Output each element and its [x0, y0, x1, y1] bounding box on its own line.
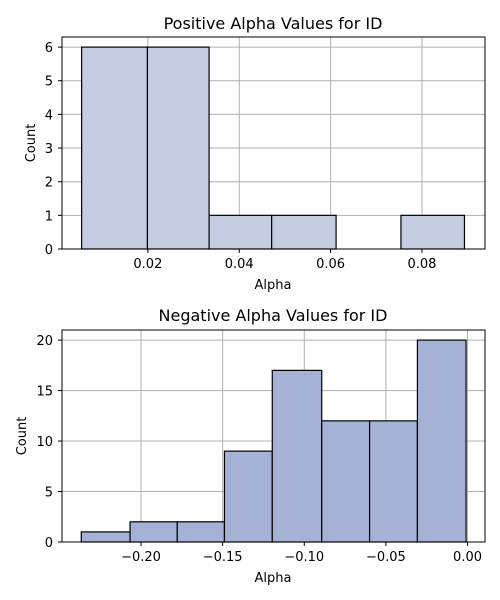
x-axis-label: Alpha — [255, 278, 292, 293]
histogram-bar — [208, 214, 273, 250]
plot-frame — [61, 329, 486, 543]
x-tick-label: −0.15 — [203, 550, 243, 565]
y-tick-label: 4 — [45, 108, 53, 123]
x-tick-label: 0.02 — [133, 257, 162, 272]
x-tick-label: −0.20 — [121, 550, 161, 565]
chart-title: Negative Alpha Values for ID — [159, 306, 388, 325]
histogram-bar — [271, 214, 337, 250]
histogram-bars — [80, 339, 467, 543]
histogram-bar — [416, 339, 467, 543]
x-tick-label: −0.05 — [366, 550, 406, 565]
y-tick-label: 10 — [36, 435, 53, 450]
y-tick-label: 5 — [45, 486, 53, 501]
x-axis-ticks: −0.20 −0.15 −0.10 −0.05 0.00 — [121, 542, 482, 565]
y-tick-label: 1 — [45, 209, 53, 224]
x-tick-label: 0.04 — [225, 257, 254, 272]
histogram-bar — [176, 521, 226, 543]
negative-alpha-histogram: Negative Alpha Values for ID −0.20 −0.15−… — [15, 306, 486, 586]
plot-frame — [61, 36, 486, 250]
histogram-bar — [271, 369, 323, 543]
histogram-bar — [400, 214, 466, 250]
histogram-bar — [129, 521, 178, 543]
chart-title: Positive Alpha Values for ID — [164, 14, 383, 33]
y-axis-ticks: 0 1 2 3 4 5 6 — [45, 41, 62, 258]
x-tick-label: 0.00 — [453, 550, 482, 565]
y-tick-label: 6 — [45, 41, 53, 56]
histogram-bar — [223, 450, 273, 543]
y-tick-label: 2 — [45, 176, 53, 191]
y-tick-label: 0 — [45, 536, 53, 551]
histogram-bar — [321, 420, 371, 543]
x-axis-label: Alpha — [255, 571, 292, 586]
y-axis-label: Count — [15, 417, 30, 456]
y-tick-label: 0 — [45, 243, 53, 258]
y-tick-label: 20 — [36, 334, 53, 349]
positive-alpha-histogram: Positive Alpha Values for ID 0.02 0.04 0.0… — [24, 14, 486, 293]
y-axis-ticks: 0 5 10 15 20 — [36, 334, 62, 551]
x-tick-label: 0.08 — [407, 257, 436, 272]
y-tick-label: 3 — [45, 142, 53, 157]
x-axis-ticks: 0.02 0.04 0.06 0.08 — [133, 249, 436, 272]
histogram-bars — [81, 46, 466, 250]
histogram-bar — [80, 531, 131, 543]
y-axis-label: Count — [24, 124, 39, 163]
x-tick-label: 0.06 — [316, 257, 345, 272]
histogram-bar — [81, 46, 149, 250]
y-tick-label: 15 — [36, 385, 53, 400]
x-tick-label: −0.10 — [284, 550, 324, 565]
histogram-bar — [146, 46, 210, 250]
y-tick-label: 5 — [45, 75, 53, 90]
histogram-bar — [368, 420, 419, 543]
